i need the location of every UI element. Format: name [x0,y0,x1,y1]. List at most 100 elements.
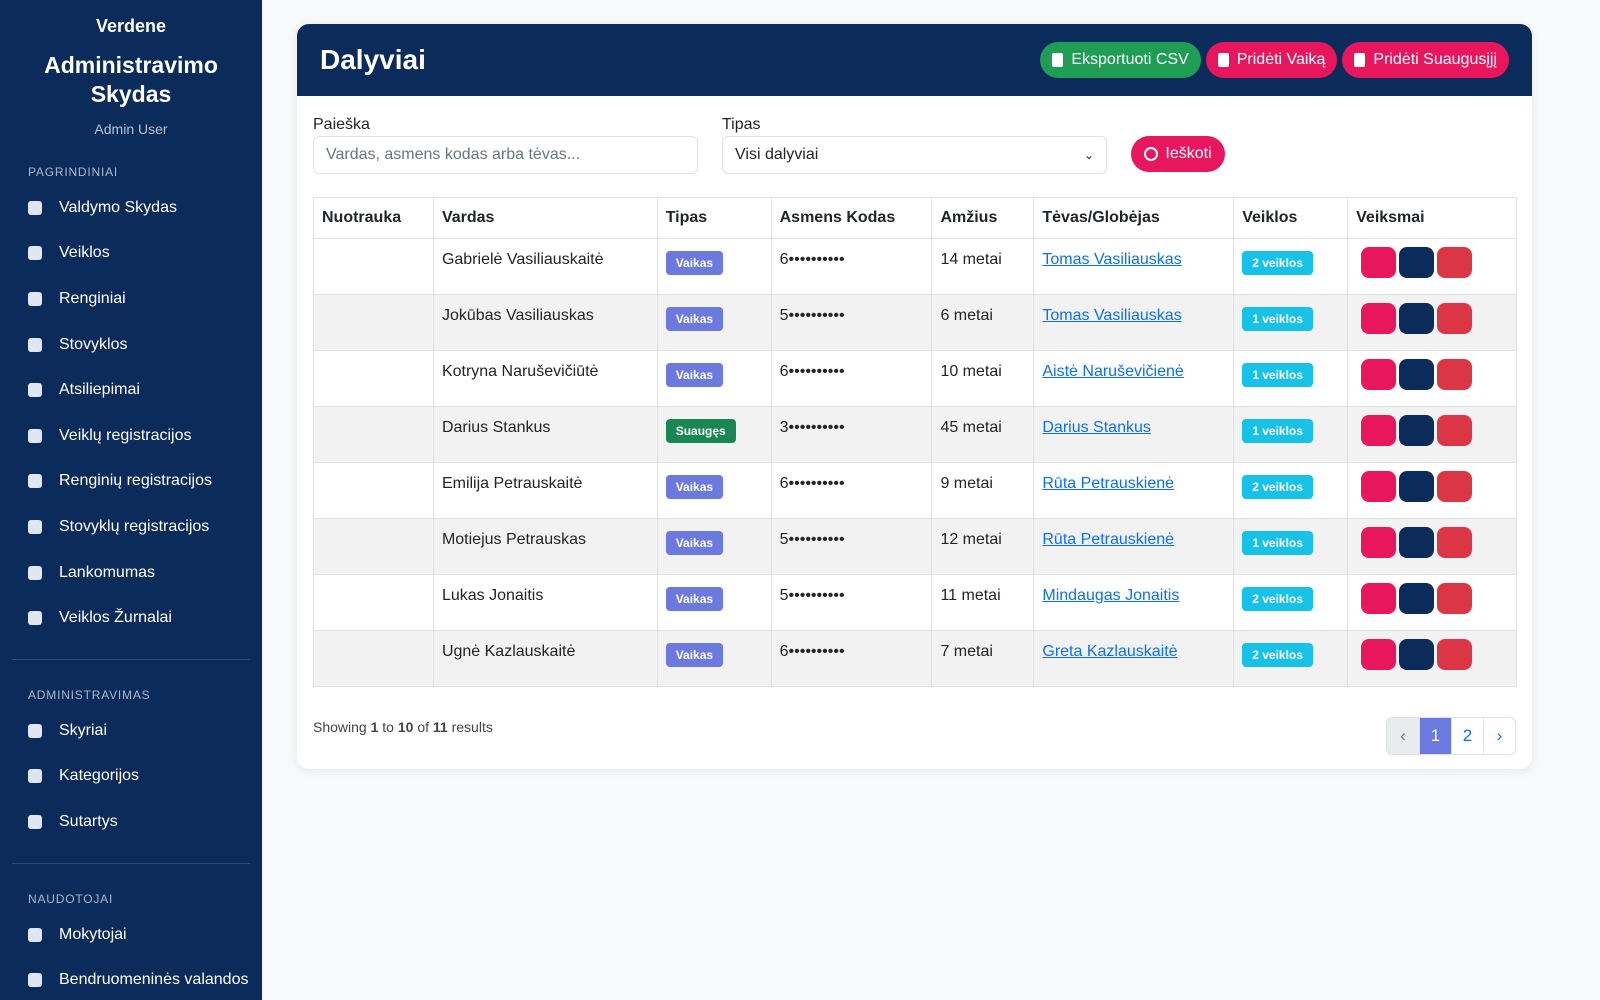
nav-item[interactable]: Sutartys [0,799,262,845]
nav-icon [28,814,42,829]
age-cell: 7 metai [931,630,1035,687]
parent-link[interactable]: Tomas Vasiliauskas [1042,251,1182,268]
view-button[interactable] [1361,359,1397,390]
view-button[interactable] [1361,247,1397,278]
nav-item[interactable]: Mokytojai [0,912,262,958]
button-icon [1217,53,1229,67]
header-button[interactable]: Pridėti Vaiką [1205,42,1338,78]
nav-item[interactable]: Stovyklų registracijos [0,504,262,550]
nav-item[interactable]: Renginiai [0,276,262,322]
activities-cell: 2 veiklos [1233,630,1349,687]
photo-cell [313,350,434,407]
delete-button[interactable] [1437,639,1473,670]
nav-item[interactable]: Skyriai [0,708,262,754]
edit-button[interactable] [1399,247,1435,278]
code-cell: 3•••••••••• [770,406,933,463]
header-button[interactable]: Pridėti Suaugusįjį [1342,42,1509,78]
nav-item[interactable]: Renginių registracijos [0,459,262,505]
nav-item[interactable]: Kategorijos [0,754,262,800]
nav-icon [28,337,42,352]
prev-page[interactable]: ‹ [1387,718,1419,754]
edit-button[interactable] [1399,639,1435,670]
activities-badge: 2 veiklos [1242,475,1313,499]
view-button[interactable] [1361,471,1397,502]
search-button[interactable]: Ieškoti [1131,136,1225,172]
page-link[interactable]: 2 [1451,718,1483,754]
parent-link[interactable]: Aistė Naruševičienė [1042,363,1184,380]
column-header: Tėvas/Globėjas [1033,197,1235,239]
header-button[interactable]: Eksportuoti CSV [1040,42,1201,78]
column-header: Tipas [656,197,772,239]
delete-button[interactable] [1437,471,1473,502]
view-button[interactable] [1361,583,1397,614]
button-label: Pridėti Vaiką [1236,51,1326,68]
parent-link[interactable]: Rūta Petrauskienė [1042,531,1175,548]
delete-button[interactable] [1437,527,1473,558]
type-badge: Vaikas [665,307,724,331]
nav-item[interactable]: Valdymo Skydas [0,185,262,231]
edit-button[interactable] [1399,415,1435,446]
nav-item[interactable]: Bendruomeninės valandos [0,957,262,1000]
view-button[interactable] [1361,527,1397,558]
view-button[interactable] [1361,639,1397,670]
age-cell: 45 metai [931,406,1035,463]
parent-link[interactable]: Greta Kazlauskaitė [1042,643,1178,660]
nav-label: Stovyklos [59,335,128,353]
next-page[interactable]: › [1483,718,1515,754]
delete-button[interactable] [1437,415,1473,446]
delete-button[interactable] [1437,247,1473,278]
view-button[interactable] [1361,303,1397,334]
parent-cell: Aistė Naruševičienė [1033,350,1235,407]
delete-button[interactable] [1437,359,1473,390]
nav-item[interactable]: Atsiliepimai [0,367,262,413]
activities-cell: 2 veiklos [1233,574,1349,631]
parent-cell: Tomas Vasiliauskas [1033,238,1235,295]
results-summary: Showing 1 to 10 of 11 results [313,719,493,735]
sidebar: Verdene Administravimo Skydas Admin User… [0,0,262,1000]
pagination: ‹ 1 2 › [1386,717,1516,755]
type-badge: Vaikas [665,475,724,499]
section-heading: NAUDOTOJAI [28,891,114,906]
type-badge: Suaugęs [665,419,736,443]
type-select[interactable]: Visi dalyviai ⌄ [722,136,1107,174]
table-body: Gabrielė Vasiliauskaitė Vaikas 6••••••••••… [313,238,1517,687]
code-cell: 6•••••••••• [770,238,933,295]
nav-item[interactable]: Veiklų registracijos [0,413,262,459]
parent-cell: Rūta Petrauskienė [1033,518,1235,575]
type-cell: Vaikas [656,518,772,575]
code-cell: 6•••••••••• [770,462,933,519]
edit-button[interactable] [1399,583,1435,614]
parent-cell: Mindaugas Jonaitis [1033,574,1235,631]
page-link[interactable]: 1 [1419,718,1451,754]
nav-item[interactable]: Stovyklos [0,322,262,368]
user-name: Admin User [94,121,168,137]
nav-item[interactable]: Veiklos [0,231,262,277]
delete-button[interactable] [1437,303,1473,334]
delete-button[interactable] [1437,583,1473,614]
parent-link[interactable]: Mindaugas Jonaitis [1042,587,1180,604]
edit-button[interactable] [1399,303,1435,334]
photo-cell [313,574,434,631]
edit-button[interactable] [1399,527,1435,558]
view-button[interactable] [1361,415,1397,446]
type-label: Tipas [722,116,761,133]
nav-item[interactable]: Lankomumas [0,550,262,596]
search-input[interactable]: Vardas, asmens kodas arba tėvas... [313,136,698,174]
nav-label: Skyriai [59,721,108,739]
nav-label: Renginių registracijos [59,472,212,490]
parent-link[interactable]: Darius Stankus [1042,419,1151,436]
edit-button[interactable] [1399,471,1435,502]
type-value: Visi dalyviai [735,146,819,163]
edit-button[interactable] [1399,359,1435,390]
type-cell: Vaikas [656,350,772,407]
nav-item[interactable]: Veiklos Žurnalai [0,595,262,641]
nav-icon [28,291,42,306]
type-cell: Vaikas [656,462,772,519]
header-actions: Eksportuoti CSV Pridėti Vaiką Pridėti Suau… [1035,42,1509,78]
nav-label: Veiklų registracijos [59,426,192,444]
actions-cell [1347,462,1517,519]
parent-link[interactable]: Rūta Petrauskienė [1042,475,1175,492]
name-cell: Emilija Petrauskaitė [432,462,658,519]
nav-label: Bendruomeninės valandos [59,971,249,989]
parent-link[interactable]: Tomas Vasiliauskas [1042,307,1182,324]
